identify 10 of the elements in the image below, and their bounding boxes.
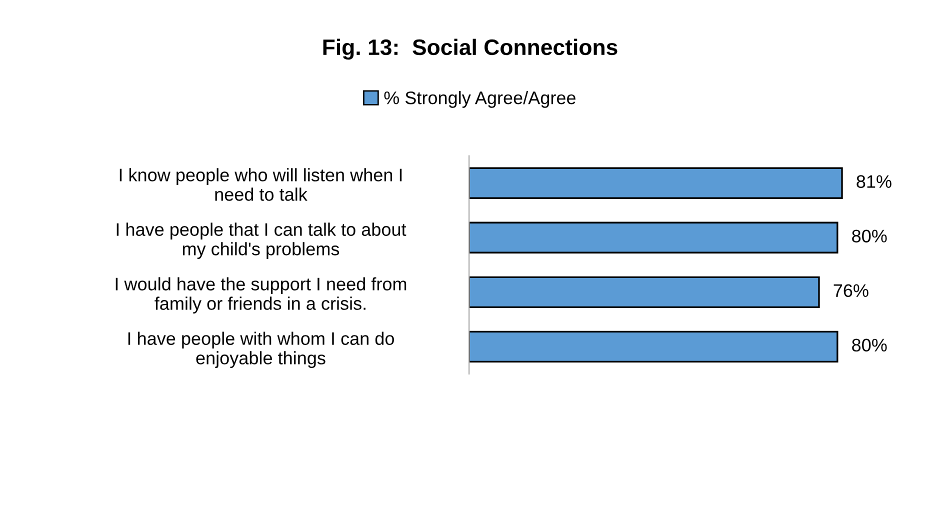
y-tick-label: I know people who will listen when I need to talk — [120, 168, 402, 201]
data-label: 80% — [852, 230, 887, 242]
data-label: 76% — [834, 284, 868, 298]
legend-label: % Strongly Agree/Agree — [384, 91, 576, 108]
y-tick-label: I have people with whom I can do enjoyable things — [128, 332, 394, 368]
y-tick-label: I have people that I can talk to about my child's problems — [116, 222, 406, 259]
data-label: 81% — [856, 175, 892, 188]
chart-title: Fig. 13: Social Connections — [323, 38, 618, 60]
data-label: 80% — [852, 338, 887, 352]
y-tick-label: I would have the support I need from family or friends in a crisis. — [116, 277, 406, 314]
